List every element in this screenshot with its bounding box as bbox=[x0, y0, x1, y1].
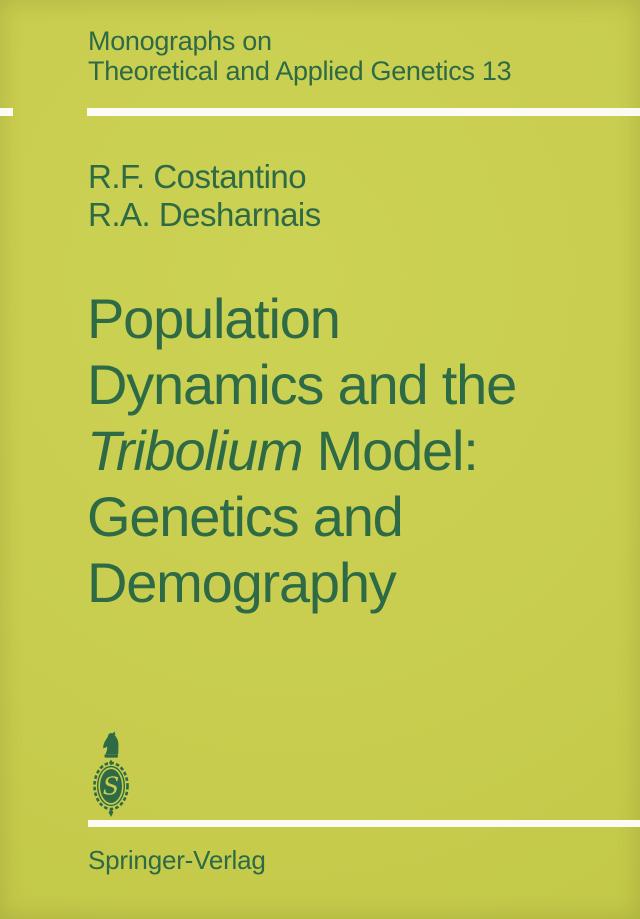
title-line-5: Demography bbox=[87, 551, 397, 614]
top-rule-left-stub bbox=[0, 108, 13, 116]
authors: R.F. Costantino R.A. Desharnais bbox=[88, 158, 321, 234]
bottom-rule bbox=[88, 820, 640, 827]
series-title: Monographs on Theoretical and Applied Ge… bbox=[88, 26, 512, 86]
title-line-4: Genetics and bbox=[87, 485, 404, 548]
series-line-1: Monographs on bbox=[88, 26, 272, 56]
springer-logo: S bbox=[93, 731, 129, 817]
author-1: R.F. Costantino bbox=[88, 158, 307, 195]
title-line-2: Dynamics and the bbox=[87, 353, 517, 416]
cartouche: S bbox=[93, 761, 129, 817]
title-line-3: Tribolium Model: bbox=[87, 418, 516, 484]
title-tribolium-italic: Tribolium bbox=[87, 419, 304, 482]
author-2: R.A. Desharnais bbox=[88, 196, 321, 233]
logo-monogram: S bbox=[103, 773, 119, 801]
publisher-name: Springer-Verlag bbox=[88, 845, 266, 875]
title-line-1: Population bbox=[87, 287, 341, 350]
series-line-2: Theoretical and Applied Genetics 13 bbox=[88, 56, 512, 86]
book-title: Population Dynamics and the Tribolium Mo… bbox=[87, 286, 517, 616]
top-rule bbox=[87, 108, 640, 116]
title-line-3-rest: Model: bbox=[302, 419, 479, 482]
knight-icon bbox=[103, 731, 119, 766]
